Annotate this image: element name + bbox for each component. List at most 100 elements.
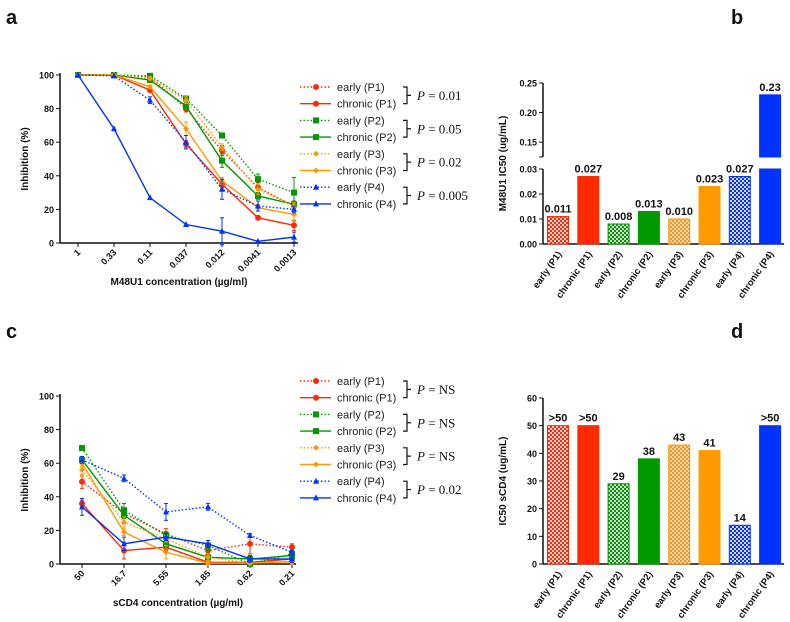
bar-value-label: 0.023 — [696, 174, 724, 186]
y-tick-label: 50 — [527, 421, 537, 431]
bar — [759, 168, 782, 245]
p-symbol: P — [416, 155, 425, 170]
y-tick-label: 30 — [527, 477, 537, 487]
data-point — [291, 222, 297, 229]
legend-label: chronic (P2) — [337, 426, 396, 438]
y-tick-label: 40 — [527, 449, 537, 459]
data-point — [219, 185, 225, 192]
data-point — [111, 125, 117, 132]
bar — [637, 211, 660, 245]
y-axis-label: Inhibition (%) — [20, 127, 31, 190]
y-tick-label: 0.25 — [519, 79, 537, 89]
p-value-bracket — [403, 380, 411, 399]
data-point — [79, 478, 85, 485]
x-tick-label: 16.7 — [109, 568, 128, 587]
x-tick-label: 0.0013 — [272, 247, 299, 274]
data-point — [255, 186, 261, 193]
panel-c-line-chart: 0 20 40 60 80 100 50 16.7 5.55 1.85 0.62 0.21 Inhibi… — [20, 376, 462, 609]
data-point — [219, 144, 225, 151]
bar-value-label: 0.23 — [759, 82, 780, 94]
bar-value-label: 0.011 — [545, 204, 572, 216]
y-tick-label: 0 — [532, 560, 537, 570]
x-axis-label: sCD4 concentration (µg/ml) — [113, 598, 243, 609]
data-point — [291, 233, 297, 240]
legend-marker — [313, 394, 319, 401]
data-point — [289, 555, 295, 562]
data-point — [247, 540, 253, 547]
y-tick-label: 0 — [49, 239, 54, 249]
p-value-text: = NS — [425, 415, 455, 430]
p-value-label: P = NS — [416, 449, 455, 464]
legend-label: chronic (P2) — [337, 132, 396, 144]
y-tick-label: 0.00 — [519, 240, 537, 250]
p-value-text: = NS — [425, 382, 455, 397]
x-tick-label: early (P4) — [713, 249, 747, 290]
bar — [547, 216, 569, 245]
y-tick-label: 20 — [44, 526, 54, 536]
data-point — [247, 555, 253, 562]
series-chronicp4 — [79, 497, 295, 563]
legend-label: chronic (P3) — [337, 460, 396, 472]
data-point — [289, 548, 295, 555]
x-tick-label: 0.11 — [135, 247, 154, 266]
bar — [577, 176, 600, 245]
p-value-text: = 0.01 — [425, 88, 462, 103]
p-symbol: P — [416, 188, 425, 203]
bar-value-label: 0.013 — [635, 199, 663, 211]
p-value-label: P = NS — [416, 415, 455, 430]
bar — [668, 218, 691, 245]
legend-marker — [313, 477, 319, 484]
y-tick-label: 60 — [44, 138, 54, 148]
legend-label: early (P2) — [337, 115, 385, 127]
p-value-text: = 0.02 — [425, 482, 462, 497]
bar — [577, 425, 600, 565]
data-point — [255, 192, 261, 199]
series-line — [81, 459, 293, 553]
x-tick-label: 1 — [72, 247, 83, 258]
y-tick-label: 100 — [39, 392, 54, 402]
data-point — [79, 445, 85, 452]
data-point — [75, 71, 81, 78]
y-axis-label: IC50 sCD4 (ug/mL) — [498, 437, 509, 526]
legend-marker — [313, 183, 319, 190]
y-tick-label: 60 — [44, 459, 54, 469]
p-value-bracket — [403, 119, 411, 138]
bar-value-label: 41 — [703, 438, 715, 450]
p-value-text: = 0.005 — [425, 188, 468, 203]
p-value-bracket — [403, 153, 411, 172]
legend-marker — [313, 461, 319, 468]
data-point — [147, 83, 153, 90]
x-tick-label: early (P3) — [652, 249, 686, 290]
p-value-label: P = 0.05 — [416, 121, 462, 136]
p-value-label: P = NS — [416, 382, 455, 397]
data-point — [147, 75, 153, 82]
p-value-label: P = 0.01 — [416, 88, 462, 103]
x-tick-label: early (P4) — [713, 569, 747, 610]
data-point — [121, 474, 127, 481]
data-point — [163, 533, 169, 540]
y-tick-label: 0.20 — [519, 108, 537, 118]
y-tick-label: 10 — [527, 532, 537, 542]
series-line — [81, 469, 293, 564]
legend-label: early (P3) — [337, 149, 385, 161]
data-point — [79, 456, 85, 463]
p-value-text: = 0.05 — [425, 121, 462, 136]
p-value-bracket — [403, 186, 411, 205]
legend-marker — [313, 100, 319, 107]
bar-value-label: >50 — [549, 413, 568, 425]
legend-label: chronic (P1) — [337, 99, 396, 111]
legend-marker — [313, 117, 319, 124]
legend-label: early (P1) — [337, 376, 385, 388]
data-point — [183, 221, 189, 228]
legend-label: chronic (P4) — [337, 493, 396, 505]
y-tick-label: 20 — [527, 504, 537, 514]
p-value-bracket — [403, 480, 411, 499]
data-point — [219, 132, 225, 139]
y-tick-label: 100 — [39, 71, 54, 81]
y-tick-label: 40 — [44, 171, 54, 181]
x-tick-label: 5.55 — [151, 568, 170, 587]
data-point — [111, 72, 117, 79]
p-value-label: P = 0.005 — [416, 188, 468, 203]
bar-value-label: 0.010 — [665, 206, 693, 218]
bar — [547, 425, 569, 565]
